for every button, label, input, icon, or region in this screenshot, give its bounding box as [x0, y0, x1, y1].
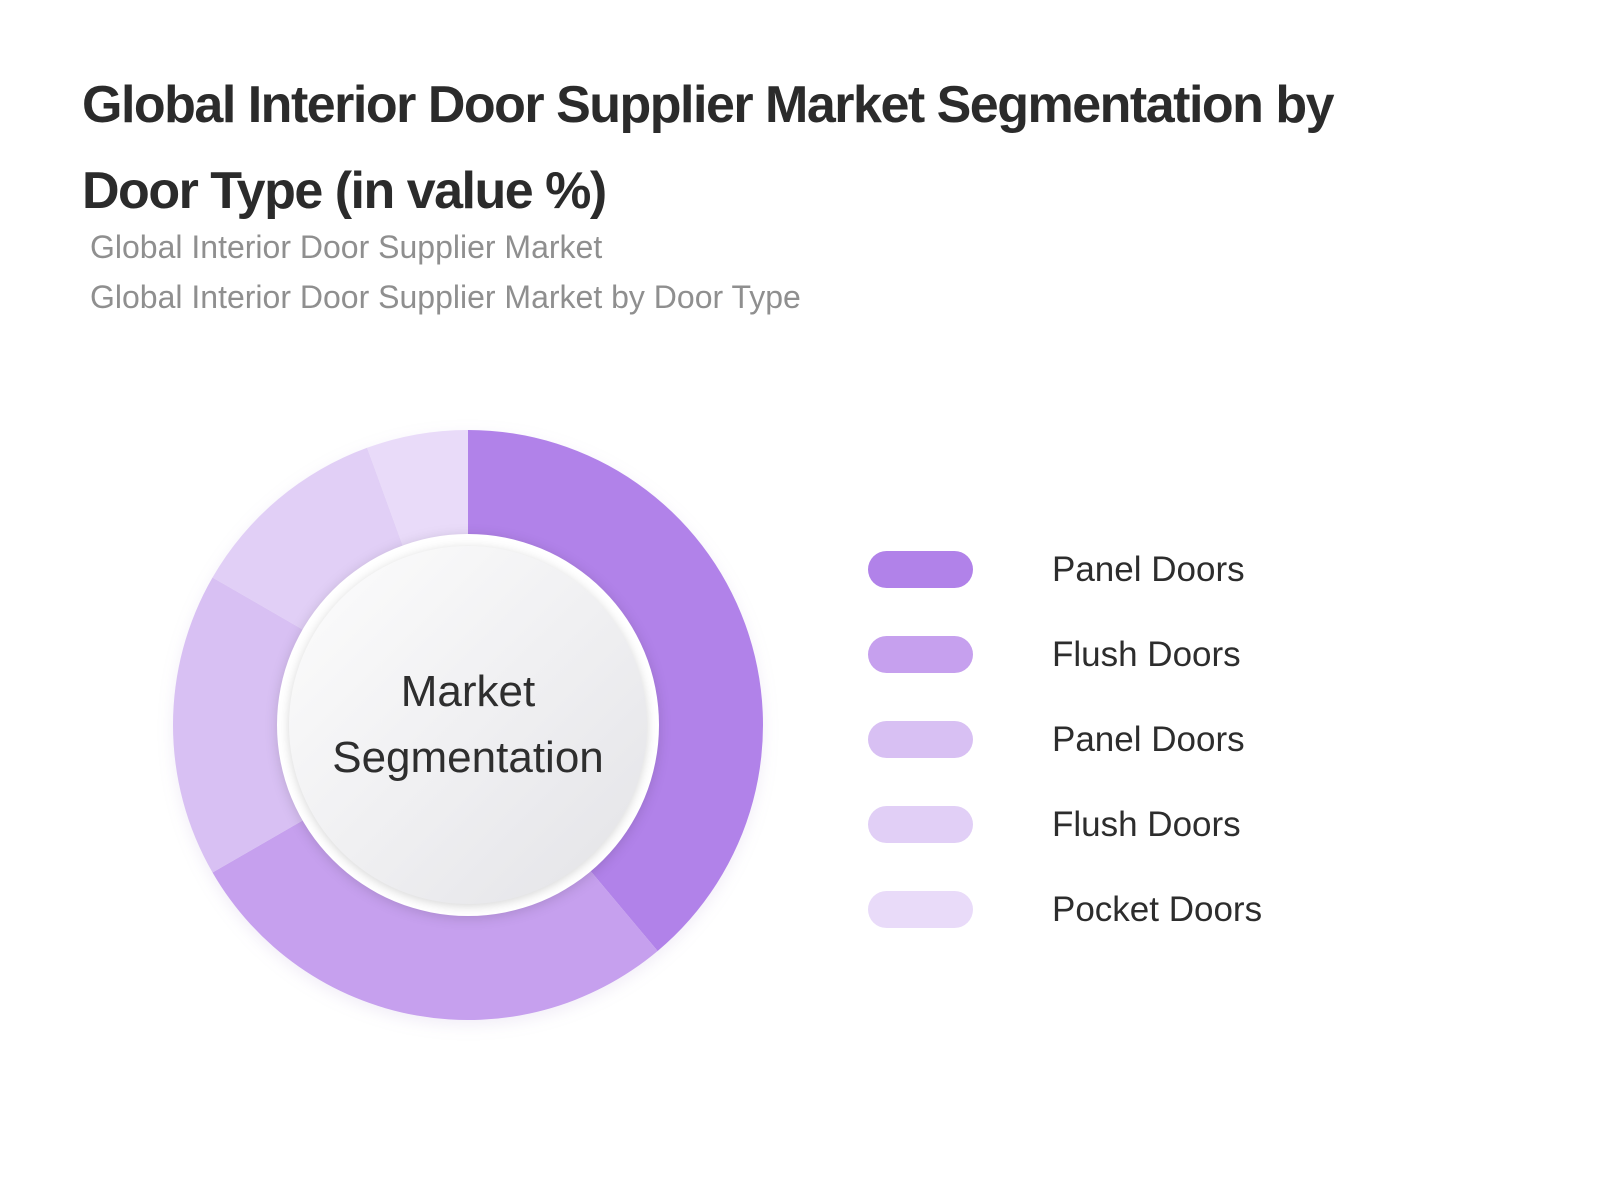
- center-label-line2: Segmentation: [332, 733, 604, 782]
- legend-swatch: [868, 891, 973, 928]
- page-title: Global Interior Door Supplier Market Seg…: [82, 62, 1335, 234]
- page-title-line1: Global Interior Door Supplier Market Seg…: [82, 76, 1335, 134]
- legend-label: Flush Doors: [1052, 804, 1241, 844]
- legend-item: Pocket Doors: [868, 889, 1263, 929]
- donut-center-label: Market Segmentation: [268, 659, 668, 791]
- legend-label: Flush Doors: [1052, 634, 1241, 674]
- donut-center-circle: [289, 546, 647, 904]
- donut-segment-1-panel-doors: [468, 430, 763, 951]
- donut-chart: [148, 405, 788, 1045]
- legend-swatch: [868, 636, 973, 673]
- subtitle-line1: Global Interior Door Supplier Market: [90, 229, 603, 265]
- legend-label: Panel Doors: [1052, 719, 1245, 759]
- legend-label: Panel Doors: [1052, 549, 1245, 589]
- page-title-line2: Door Type (in value %): [82, 162, 607, 220]
- center-label-line1: Market: [400, 667, 536, 716]
- legend-swatch: [868, 806, 973, 843]
- legend-label: Pocket Doors: [1052, 889, 1263, 929]
- legend-item: Panel Doors: [868, 719, 1262, 759]
- donut-ring: [172, 430, 763, 1020]
- donut-segment-4-flush-doors: [212, 447, 404, 631]
- page-subtitles: Global Interior Door Supplier Market Glo…: [90, 222, 801, 322]
- donut-segment-5-pocket-doors: [367, 430, 468, 549]
- subtitle-line2: Global Interior Door Supplier Market by …: [90, 279, 801, 315]
- legend-swatch: [868, 721, 973, 758]
- donut-svg: [172, 430, 763, 1020]
- donut-segment-3-panel-doors: [172, 577, 306, 873]
- legend-item: Flush Doors: [868, 634, 1262, 674]
- donut-segment-2-flush-doors: [212, 819, 658, 1020]
- legend-swatch: [868, 551, 973, 588]
- legend-item: Flush Doors: [868, 804, 1262, 844]
- chart-legend: Panel Doors Flush Doors Panel Doors Flush D…: [868, 549, 1263, 929]
- legend-item: Panel Doors: [868, 549, 1262, 589]
